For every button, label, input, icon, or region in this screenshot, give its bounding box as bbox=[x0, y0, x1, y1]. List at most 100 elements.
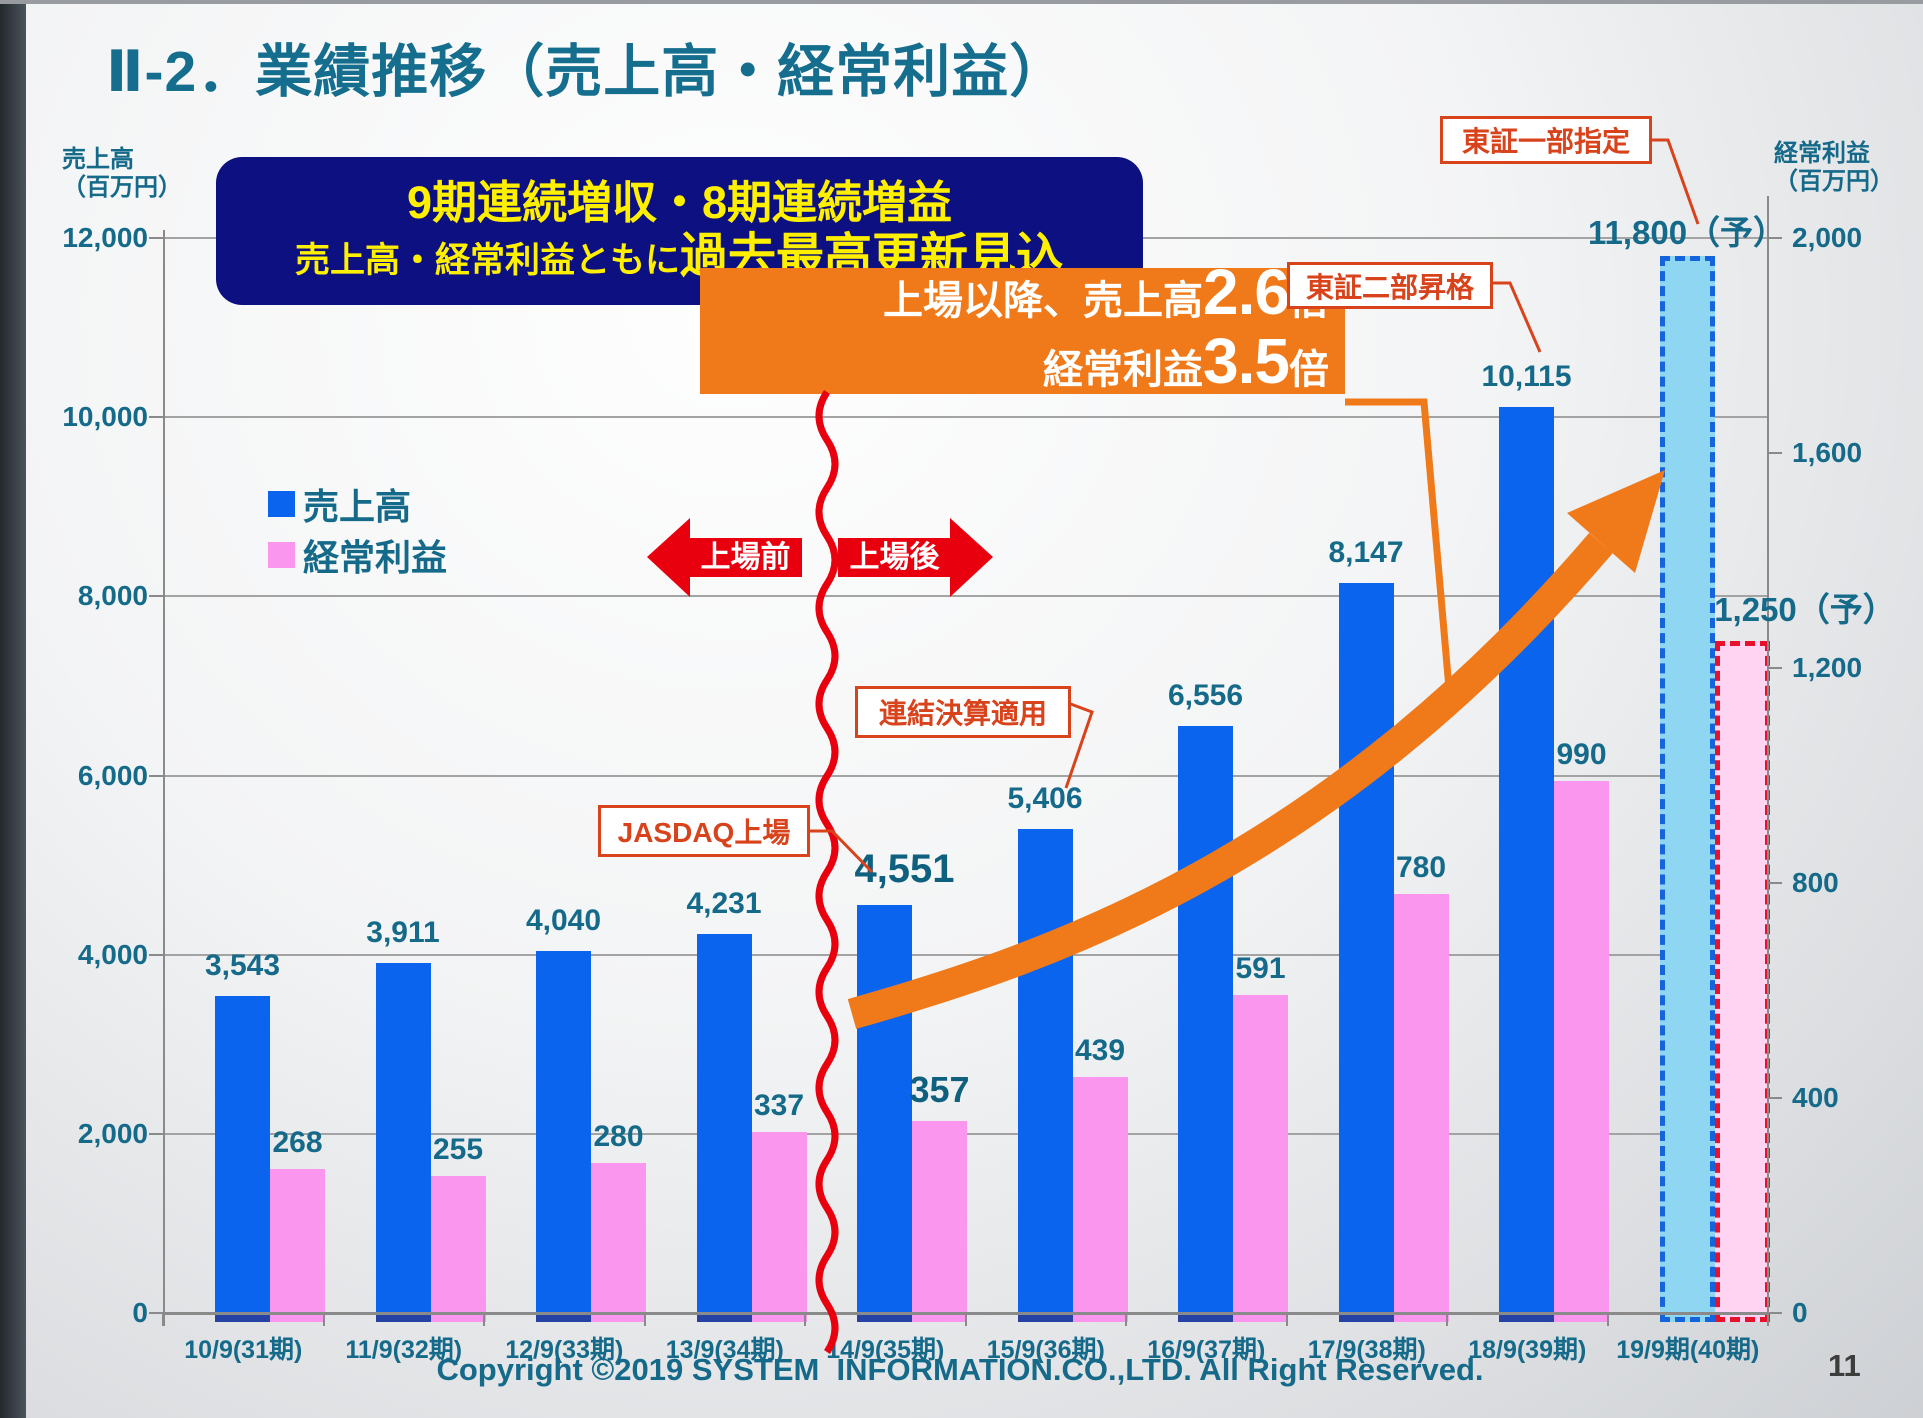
profit-value-label: 280 bbox=[593, 1119, 644, 1153]
callout-tse-second-section: 東証二部昇格 bbox=[1287, 262, 1493, 309]
profit-bar bbox=[1072, 1077, 1128, 1322]
x-axis-label: 10/9(31期) bbox=[184, 1336, 303, 1364]
pre-listing-arrow-head-icon bbox=[647, 518, 690, 597]
growth-highlight-box: 上場以降、売上高 2.6 倍 経常利益 3.5 倍 bbox=[700, 260, 1345, 394]
right-axis-line bbox=[1767, 196, 1769, 1326]
left-axis-tick-label: 12,000 bbox=[62, 222, 148, 253]
slide-top-edge bbox=[0, 0, 1923, 4]
profit-legend-swatch-icon bbox=[268, 542, 295, 568]
x-axis-tick bbox=[322, 1313, 325, 1326]
sales-value-label: 4,040 bbox=[525, 904, 602, 938]
sales-value-label: 10,115 bbox=[1481, 359, 1572, 393]
legend-item-profit: 経常利益 bbox=[268, 529, 447, 581]
profit-bar bbox=[1393, 893, 1449, 1322]
sales-value-label: 6,556 bbox=[1167, 678, 1244, 712]
profit-bar bbox=[912, 1121, 967, 1322]
gridline bbox=[163, 416, 1768, 419]
sales-bar bbox=[375, 962, 431, 1313]
sales-value-label: 11,800（予） bbox=[1587, 213, 1787, 251]
sales-bar bbox=[696, 933, 752, 1313]
right-axis-tick-label: 800 bbox=[1792, 867, 1839, 898]
left-axis-tick-label: 8,000 bbox=[77, 580, 148, 612]
left-axis-tick-label: 2,000 bbox=[77, 1117, 148, 1149]
x-axis-label: 15/9(36期) bbox=[986, 1336, 1105, 1364]
headline-banner: 9期連続増収・8期連続増益 売上高・経常利益ともに 過去最高更新見込 bbox=[216, 157, 1143, 305]
copyright-text: Copyright ©2019 SYSTEM INFORMATION.CO.,L… bbox=[436, 1352, 1484, 1387]
sales-bar bbox=[215, 995, 270, 1313]
profit-bar bbox=[1233, 995, 1288, 1322]
post-listing-arrow-label: 上場後 bbox=[838, 538, 951, 577]
left-axis-tick-label: 4,000 bbox=[77, 938, 148, 970]
x-axis-tick bbox=[1285, 1313, 1288, 1326]
right-axis-tick bbox=[1768, 1097, 1782, 1099]
left-axis-tick-label: 0 bbox=[132, 1297, 148, 1328]
banner-line1: 9期連続増収・8期連続増益 bbox=[406, 177, 953, 228]
profit-value-label: 780 bbox=[1395, 850, 1447, 884]
left-axis-title: 売上高 （百万円） bbox=[62, 146, 182, 202]
right-axis-tick-label: 0 bbox=[1792, 1297, 1808, 1328]
right-axis-tick bbox=[1768, 237, 1782, 239]
profit-value-label: 990 bbox=[1556, 737, 1607, 771]
sales-bar-shadow bbox=[1499, 1313, 1554, 1322]
sales-value-label: 4,231 bbox=[686, 886, 762, 920]
left-axis-tick bbox=[149, 1312, 163, 1314]
x-axis-tick bbox=[964, 1313, 967, 1326]
growth-line2-multiplier: 3.5 bbox=[1203, 325, 1290, 397]
right-axis-tick bbox=[1768, 667, 1782, 669]
right-axis-tick-label: 1,600 bbox=[1792, 437, 1863, 468]
sales-legend-swatch-icon bbox=[268, 491, 295, 517]
sales-bar-shadow bbox=[215, 1313, 270, 1322]
sales-bar-shadow bbox=[536, 1313, 591, 1322]
x-axis-label: 11/9(32期) bbox=[345, 1336, 463, 1364]
right-axis-tick bbox=[1768, 1312, 1782, 1314]
slide-left-edge bbox=[0, 0, 26, 1418]
right-axis-title-line1: 経常利益 bbox=[1774, 140, 1870, 167]
left-axis-tick-label: 10,000 bbox=[62, 401, 148, 433]
left-axis-tick bbox=[149, 1132, 163, 1135]
x-axis-label: 13/9(34期) bbox=[665, 1336, 784, 1364]
sales-bar bbox=[857, 905, 912, 1313]
left-axis-tick bbox=[149, 595, 163, 598]
x-axis-label: 12/9(33期) bbox=[505, 1336, 624, 1364]
left-axis-tick bbox=[149, 774, 163, 777]
profit-value-label: 357 bbox=[909, 1069, 970, 1111]
profit-bar bbox=[591, 1162, 646, 1322]
x-axis-tick bbox=[162, 1313, 164, 1326]
right-axis-title: 経常利益 （百万円） bbox=[1774, 140, 1894, 196]
pre-listing-arrow: 上場前 bbox=[647, 518, 802, 597]
sales-bar-shadow bbox=[696, 1313, 752, 1322]
x-axis-tick bbox=[643, 1313, 646, 1326]
sales-bar bbox=[536, 951, 591, 1313]
profit-bar bbox=[270, 1168, 325, 1322]
profit-value-label: 268 bbox=[272, 1125, 323, 1159]
left-axis-title-line2: （百万円） bbox=[62, 174, 182, 201]
profit-value-label: 1,250（予） bbox=[1714, 591, 1896, 629]
growth-line1-text: 上場以降、売上高 bbox=[883, 279, 1204, 323]
x-axis-tick bbox=[1767, 1313, 1769, 1326]
left-axis-line bbox=[163, 230, 165, 1326]
sales-bar-shadow bbox=[1178, 1313, 1233, 1322]
profit-value-label: 439 bbox=[1074, 1034, 1126, 1068]
post-listing-arrow: 上場後 bbox=[838, 518, 993, 597]
pre-listing-arrow-label: 上場前 bbox=[689, 538, 802, 577]
x-axis-tick bbox=[1606, 1313, 1609, 1326]
profit-bar bbox=[1554, 780, 1609, 1322]
sales-value-label: 4,551 bbox=[854, 847, 955, 892]
profit-value-label: 337 bbox=[753, 1088, 805, 1122]
growth-line2-text: 経常利益 bbox=[1043, 348, 1204, 392]
growth-line1: 上場以降、売上高 2.6 倍 bbox=[883, 260, 1329, 331]
banner-line2-prefix: 売上高・経常利益ともに bbox=[294, 241, 680, 280]
sales-forecast-bar bbox=[1659, 255, 1715, 1322]
x-axis-tick bbox=[804, 1313, 806, 1326]
left-axis-tick bbox=[149, 953, 163, 956]
sales-bar bbox=[1178, 725, 1233, 1313]
profit-value-label: 591 bbox=[1235, 952, 1286, 986]
sales-bar bbox=[1499, 406, 1554, 1313]
left-axis-title-line1: 売上高 bbox=[62, 146, 134, 173]
sales-bar bbox=[1017, 828, 1073, 1313]
right-axis-tick-label: 2,000 bbox=[1792, 222, 1863, 253]
growth-line2: 経常利益 3.5 倍 bbox=[1043, 325, 1329, 400]
x-axis-label: 16/9(37期) bbox=[1147, 1336, 1266, 1364]
sales-bar-shadow bbox=[1017, 1313, 1073, 1322]
profit-forecast-bar bbox=[1714, 641, 1770, 1322]
